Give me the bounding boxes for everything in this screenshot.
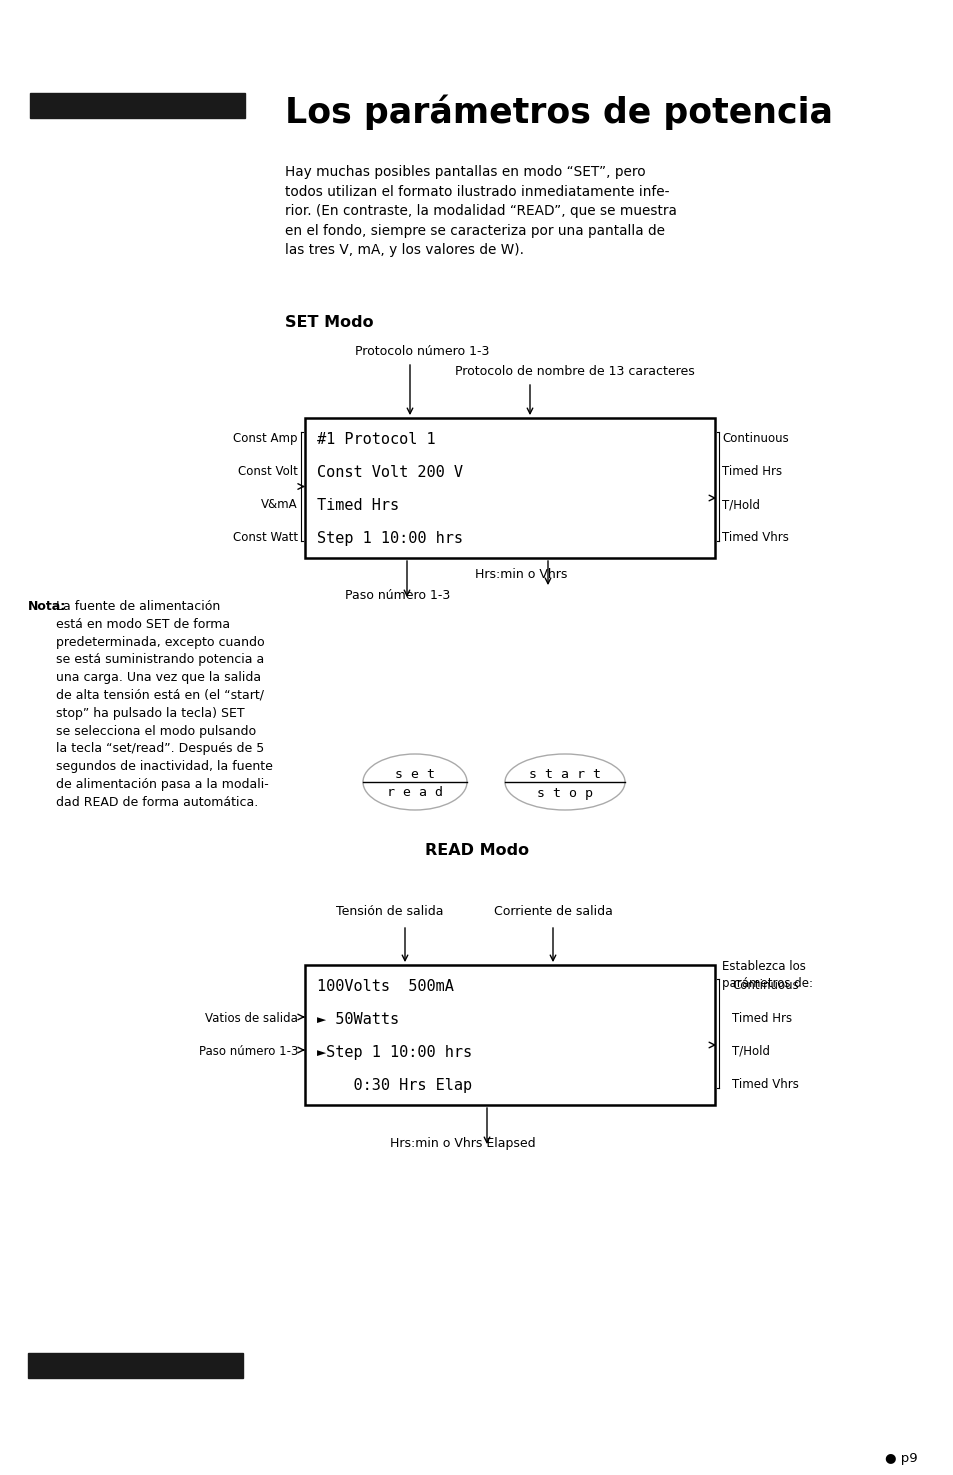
Text: Const Watt: Const Watt [233, 531, 297, 544]
Text: Paso número 1-3: Paso número 1-3 [198, 1044, 297, 1058]
Text: Protocolo número 1-3: Protocolo número 1-3 [355, 345, 489, 358]
Text: Vatios de salida: Vatios de salida [205, 1012, 297, 1025]
Text: Hrs:min o Vhrs: Hrs:min o Vhrs [475, 568, 567, 581]
Text: Los parámetros de potencia: Los parámetros de potencia [285, 94, 832, 130]
Bar [305, 965, 714, 1105]
Text: SET Modo: SET Modo [285, 316, 374, 330]
Text: Timed Hrs: Timed Hrs [721, 465, 781, 478]
Text: Hrs:min o Vhrs Elapsed: Hrs:min o Vhrs Elapsed [390, 1137, 535, 1151]
Text: r e a d: r e a d [387, 786, 442, 799]
Text: Step 1 10:00 hrs: Step 1 10:00 hrs [316, 531, 462, 546]
Text: Establezca los
parámetros de:: Establezca los parámetros de: [721, 960, 812, 990]
Bar [30, 93, 245, 118]
Text: Continuous: Continuous [731, 979, 798, 993]
Text: 100Volts  500mA: 100Volts 500mA [316, 979, 454, 994]
Text: Corriente de salida: Corriente de salida [493, 906, 612, 917]
Text: ►Step 1 10:00 hrs: ►Step 1 10:00 hrs [316, 1044, 472, 1061]
Text: s t a r t: s t a r t [529, 768, 600, 782]
Text: Protocolo de nombre de 13 caracteres: Protocolo de nombre de 13 caracteres [455, 364, 694, 378]
Text: T/Hold: T/Hold [731, 1044, 769, 1058]
Text: ● p9: ● p9 [884, 1451, 917, 1465]
Text: Tensión de salida: Tensión de salida [335, 906, 443, 917]
Text: Timed Hrs: Timed Hrs [316, 499, 398, 513]
Text: Timed Hrs: Timed Hrs [731, 1012, 791, 1025]
Text: Continuous: Continuous [721, 432, 788, 445]
Text: Hay muchas posibles pantallas en modo “SET”, pero
todos utilizan el formato ilus: Hay muchas posibles pantallas en modo “S… [285, 165, 677, 257]
Text: Const Volt 200 V: Const Volt 200 V [316, 465, 462, 479]
Text: 0:30 Hrs Elap: 0:30 Hrs Elap [316, 1078, 472, 1093]
Text: READ Modo: READ Modo [424, 844, 529, 858]
Text: Nota:: Nota: [28, 600, 66, 614]
Text: s e t: s e t [395, 768, 435, 782]
Text: Const Volt: Const Volt [238, 465, 297, 478]
Text: La fuente de alimentación
está en modo SET de forma
predeterminada, excepto cuan: La fuente de alimentación está en modo S… [56, 600, 273, 808]
Text: Paso número 1-3: Paso número 1-3 [345, 589, 450, 602]
Text: Timed Vhrs: Timed Vhrs [731, 1078, 798, 1092]
Text: V&mA: V&mA [261, 499, 297, 510]
Bar [28, 1353, 243, 1378]
Text: Const Amp: Const Amp [233, 432, 297, 445]
Bar [305, 417, 714, 558]
Text: T/Hold: T/Hold [721, 499, 760, 510]
Text: s t o p: s t o p [537, 786, 593, 799]
Text: #1 Protocol 1: #1 Protocol 1 [316, 432, 436, 447]
Text: Timed Vhrs: Timed Vhrs [721, 531, 788, 544]
Text: ► 50Watts: ► 50Watts [316, 1012, 398, 1027]
